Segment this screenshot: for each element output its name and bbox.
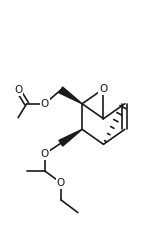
Text: O: O — [14, 85, 22, 95]
Text: O: O — [41, 149, 49, 159]
Text: O: O — [41, 99, 49, 109]
Polygon shape — [59, 129, 82, 146]
Text: O: O — [57, 178, 65, 188]
Polygon shape — [59, 87, 82, 104]
Text: O: O — [99, 84, 108, 94]
